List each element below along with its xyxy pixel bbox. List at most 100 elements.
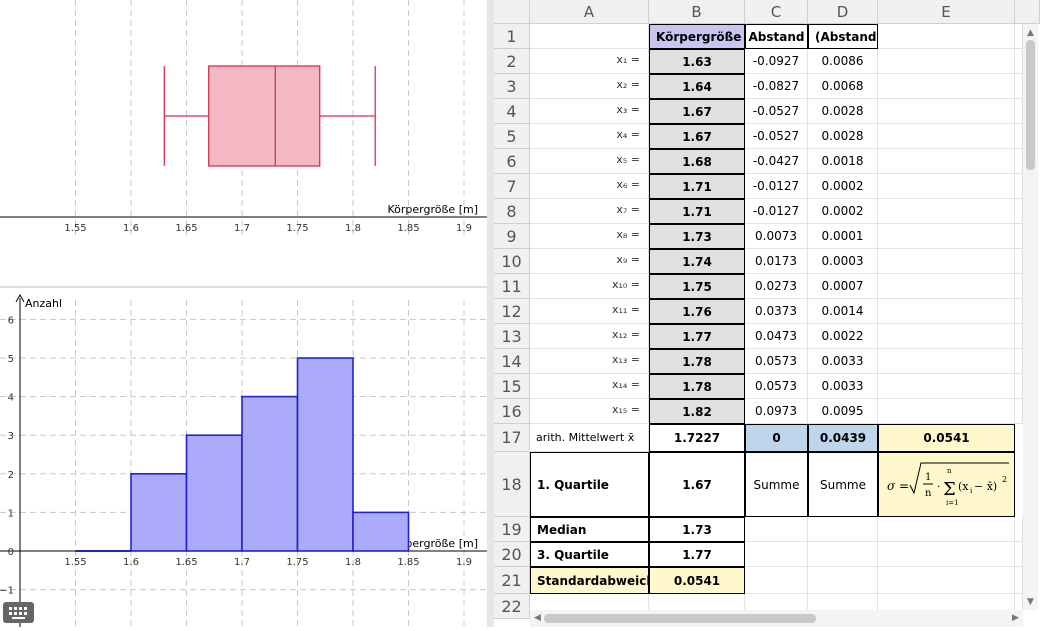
cell-b10-value[interactable]: 1.74 (649, 249, 745, 274)
cell-f4[interactable] (1015, 99, 1023, 124)
row-header[interactable]: 12 (494, 299, 530, 324)
cell-a5-label[interactable]: x₄ = (530, 124, 649, 149)
cell-c8-abstand[interactable]: -0.0127 (745, 199, 808, 224)
cell-c13-abstand[interactable]: 0.0473 (745, 324, 808, 349)
cell-d5-abstand-sq[interactable]: 0.0028 (808, 124, 878, 149)
column-header-e[interactable]: E (878, 0, 1015, 24)
row-header[interactable]: 1 (494, 24, 530, 49)
cell-f21[interactable] (1015, 567, 1023, 594)
cell-a11-label[interactable]: x₁₀ = (530, 274, 649, 299)
scroll-left-icon[interactable]: ◀ (534, 613, 541, 623)
cell-d4-abstand-sq[interactable]: 0.0028 (808, 99, 878, 124)
cell-a3-label[interactable]: x₂ = (530, 74, 649, 99)
column-header-b[interactable]: B (649, 0, 745, 24)
cell-f14[interactable] (1015, 349, 1023, 374)
cell-f6[interactable] (1015, 149, 1023, 174)
cell-e8[interactable] (878, 199, 1015, 224)
cell-d13-abstand-sq[interactable]: 0.0022 (808, 324, 878, 349)
cell-b21-stddev[interactable]: 0.0541 (649, 567, 745, 594)
cell-a19-median-label[interactable]: Median (530, 517, 649, 542)
cell-c9-abstand[interactable]: 0.0073 (745, 224, 808, 249)
cell-d10-abstand-sq[interactable]: 0.0003 (808, 249, 878, 274)
cell-c18-summe[interactable]: Summe (745, 452, 808, 517)
cell-d18-summe[interactable]: Summe (808, 452, 878, 517)
cell-a15-label[interactable]: x₁₄ = (530, 374, 649, 399)
cell-e12[interactable] (878, 299, 1015, 324)
view-splitter[interactable] (487, 0, 494, 627)
cell-d14-abstand-sq[interactable]: 0.0033 (808, 349, 878, 374)
cell-b13-value[interactable]: 1.77 (649, 324, 745, 349)
cell-b3-value[interactable]: 1.64 (649, 74, 745, 99)
cell-e17-sigma[interactable]: 0.0541 (878, 424, 1015, 452)
row-header[interactable]: 4 (494, 99, 530, 124)
cell-f3[interactable] (1015, 74, 1023, 99)
cell-b20-q3[interactable]: 1.77 (649, 542, 745, 567)
cell-a10-label[interactable]: x₉ = (530, 249, 649, 274)
cell-a9-label[interactable]: x₈ = (530, 224, 649, 249)
cell-f9[interactable] (1015, 224, 1023, 249)
cell-a18-q1-label[interactable]: 1. Quartile (530, 452, 649, 517)
cell-e3[interactable] (878, 74, 1015, 99)
row-header[interactable]: 18 (494, 452, 530, 517)
cell-c6-abstand[interactable]: -0.0427 (745, 149, 808, 174)
cell-e4[interactable] (878, 99, 1015, 124)
cell-c15-abstand[interactable]: 0.0573 (745, 374, 808, 399)
cell-a13-label[interactable]: x₁₂ = (530, 324, 649, 349)
cell-c20[interactable] (745, 542, 808, 567)
cell-f13[interactable] (1015, 324, 1023, 349)
row-header[interactable]: 11 (494, 274, 530, 299)
cell-d7-abstand-sq[interactable]: 0.0002 (808, 174, 878, 199)
row-header[interactable]: 19 (494, 517, 530, 542)
cell-e15[interactable] (878, 374, 1015, 399)
cell-a8-label[interactable]: x₇ = (530, 199, 649, 224)
spreadsheet-view[interactable]: A B C D E 1 2 3 4 5 6 7 8 9 10 11 12 13 14 15 16 17 18 19 2… (494, 0, 1040, 627)
cell-a20-q3-label[interactable]: 3. Quartile (530, 542, 649, 567)
cell-f1[interactable] (1015, 24, 1023, 49)
cell-f20[interactable] (1015, 542, 1023, 567)
cell-c5-abstand[interactable]: -0.0527 (745, 124, 808, 149)
cell-b15-value[interactable]: 1.78 (649, 374, 745, 399)
cell-b2-value[interactable]: 1.63 (649, 49, 745, 74)
cell-e13[interactable] (878, 324, 1015, 349)
keyboard-icon[interactable] (3, 602, 34, 623)
graphics-view[interactable]: Körpergröße [m] 1.55 1.6 1.65 1.7 1.75 1.8 1.85… (0, 0, 487, 627)
cell-b19-median[interactable]: 1.73 (649, 517, 745, 542)
cell-d6-abstand-sq[interactable]: 0.0018 (808, 149, 878, 174)
row-header[interactable]: 22 (494, 594, 530, 619)
row-header[interactable]: 14 (494, 349, 530, 374)
cell-f10[interactable] (1015, 249, 1023, 274)
cell-e19[interactable] (878, 517, 1015, 542)
vertical-scroll-thumb[interactable] (1026, 40, 1035, 170)
cell-d21[interactable] (808, 567, 878, 594)
cell-c19[interactable] (745, 517, 808, 542)
cell-b11-value[interactable]: 1.75 (649, 274, 745, 299)
cell-c3-abstand[interactable]: -0.0827 (745, 74, 808, 99)
cell-d1-header[interactable]: (Abstand)² (808, 24, 878, 49)
cell-e21[interactable] (878, 567, 1015, 594)
scroll-down-icon[interactable]: ▼ (1027, 597, 1034, 607)
cell-f11[interactable] (1015, 274, 1023, 299)
cell-e10[interactable] (878, 249, 1015, 274)
cell-e5[interactable] (878, 124, 1015, 149)
cell-d3-abstand-sq[interactable]: 0.0068 (808, 74, 878, 99)
corner-cell[interactable] (494, 0, 530, 24)
cell-b17-mean[interactable]: 1.7227 (649, 424, 745, 452)
cell-b8-value[interactable]: 1.71 (649, 199, 745, 224)
cell-c11-abstand[interactable]: 0.0273 (745, 274, 808, 299)
cell-b16-value[interactable]: 1.82 (649, 399, 745, 424)
row-header[interactable]: 6 (494, 149, 530, 174)
cell-c21[interactable] (745, 567, 808, 594)
cell-f7[interactable] (1015, 174, 1023, 199)
row-header[interactable]: 17 (494, 424, 530, 452)
scroll-right-icon[interactable]: ▶ (1012, 613, 1019, 623)
column-header-c[interactable]: C (745, 0, 808, 24)
cell-d15-abstand-sq[interactable]: 0.0033 (808, 374, 878, 399)
cell-f2[interactable] (1015, 49, 1023, 74)
cell-f5[interactable] (1015, 124, 1023, 149)
cell-b7-value[interactable]: 1.71 (649, 174, 745, 199)
row-header[interactable]: 20 (494, 542, 530, 567)
cell-f8[interactable] (1015, 199, 1023, 224)
cell-d9-abstand-sq[interactable]: 0.0001 (808, 224, 878, 249)
cell-e9[interactable] (878, 224, 1015, 249)
